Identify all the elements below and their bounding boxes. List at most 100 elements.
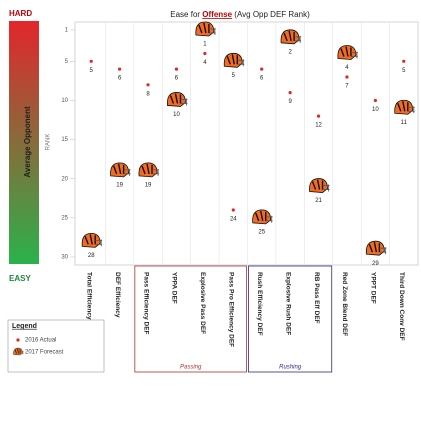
x-tick-label: Third Down Conv DEF xyxy=(398,272,405,341)
legend-swatch xyxy=(16,338,20,342)
helmet-mask xyxy=(322,184,330,192)
data-label: 2 xyxy=(288,49,292,55)
x-tick-label: Explosive Rush DEF xyxy=(284,272,291,335)
helmet-stripes xyxy=(14,348,21,354)
helmet-stripes xyxy=(283,30,295,42)
helmet-marker xyxy=(337,45,358,60)
y-tick-label: 20 xyxy=(61,176,68,182)
x-tick-label: Red Zone Blend DEF xyxy=(341,272,348,336)
x-tick-label: Rush Efficiency DEF xyxy=(256,272,263,336)
helmet-stripes xyxy=(397,101,409,112)
helmet-mask xyxy=(95,239,103,247)
helmet-marker xyxy=(252,209,273,225)
helmet-stripes xyxy=(198,22,210,34)
helmet-stripes xyxy=(340,46,352,57)
x-tick-label: DEF Efficiency xyxy=(114,272,121,318)
data-label: 4 xyxy=(345,65,349,71)
data-label: 10 xyxy=(372,107,379,113)
dot-marker xyxy=(203,51,207,56)
dot-marker xyxy=(231,208,235,212)
title-prefix: Ease for xyxy=(170,10,202,19)
helmet-marker xyxy=(365,240,387,256)
y-tick-label: 30 xyxy=(61,255,68,261)
helmet-mask xyxy=(294,35,302,43)
title-emphasis: Offense xyxy=(202,10,232,19)
data-label: 7 xyxy=(345,84,349,90)
helmet-stripes xyxy=(226,54,238,65)
x-tick-label: Pass Efficiency DEF xyxy=(142,272,149,335)
legend xyxy=(7,319,105,373)
x-tick-label: Total Efficiency xyxy=(85,272,92,320)
helmet-mask xyxy=(123,168,131,176)
helmet-mask xyxy=(208,28,216,35)
dot-marker xyxy=(373,98,377,103)
chart-title: Ease for Offense (Avg Opp DEF Rank) xyxy=(170,10,310,19)
dot-marker xyxy=(89,59,93,63)
x-tick-label: Explosive Pass DEF xyxy=(199,272,206,334)
x-tick-label: YPPT DEF xyxy=(370,272,377,304)
helmet-marker xyxy=(13,347,24,356)
data-label: 1 xyxy=(203,42,207,48)
x-tick-label: YPPA DEF xyxy=(171,272,178,304)
helmet-marker xyxy=(138,162,160,178)
helmet-marker xyxy=(195,21,216,37)
helmet-mask xyxy=(152,168,160,176)
data-label: 6 xyxy=(118,76,122,82)
data-label: 28 xyxy=(88,253,95,259)
dot-marker xyxy=(316,114,321,118)
easy-label: EASY xyxy=(9,274,31,283)
helmet-marker xyxy=(81,232,103,248)
group-box xyxy=(134,265,247,373)
y-tick-label: 15 xyxy=(61,137,68,143)
y-tick-label: 25 xyxy=(61,215,68,221)
legend-label: 2017 Forecast xyxy=(25,350,64,356)
data-label: 5 xyxy=(402,68,406,74)
dot-marker xyxy=(345,75,349,79)
y-tick-label: 1 xyxy=(65,28,69,34)
helmet-stripes xyxy=(368,242,381,253)
helmet-marker xyxy=(223,52,245,68)
helmet-marker xyxy=(280,29,302,45)
helmet-mask xyxy=(180,98,188,106)
dot-marker xyxy=(288,91,292,95)
helmet-stripes xyxy=(169,93,182,104)
hard-label: HARD xyxy=(9,9,32,18)
data-label: 9 xyxy=(288,99,292,105)
helmet-mask xyxy=(407,106,415,114)
data-label: 29 xyxy=(372,261,379,267)
dot-marker xyxy=(402,59,406,63)
helmet-stripes xyxy=(84,234,96,245)
data-label: 24 xyxy=(230,217,237,223)
data-label: 5 xyxy=(232,73,236,79)
helmet-mask xyxy=(20,351,24,355)
helmet-mask xyxy=(350,51,358,59)
data-label: 10 xyxy=(173,112,180,118)
y-tick-label: 10 xyxy=(61,98,68,104)
data-label: 5 xyxy=(90,68,94,74)
helmet-mask xyxy=(237,59,245,67)
group-box xyxy=(248,265,333,373)
helmet-stripes xyxy=(255,210,267,222)
plot-area xyxy=(74,21,419,266)
y-axis-sublabel: RANK xyxy=(46,134,52,151)
helmet-marker xyxy=(309,178,330,193)
x-tick-label: Pass Pro Efficiency DEF xyxy=(228,272,235,347)
difficulty-gradient xyxy=(9,21,39,264)
data-label: 11 xyxy=(401,120,408,126)
legend-title: Legend xyxy=(12,323,37,330)
data-label: 19 xyxy=(145,182,152,188)
data-label: 6 xyxy=(260,76,264,82)
helmet-stripes xyxy=(112,163,125,175)
group-label: Passing xyxy=(180,365,202,371)
data-label: 6 xyxy=(175,76,179,82)
data-label: 12 xyxy=(315,123,322,129)
helmet-marker xyxy=(394,99,415,115)
dot-marker xyxy=(174,67,179,71)
helmet-mask xyxy=(265,215,273,223)
helmet-marker xyxy=(166,92,188,107)
group-label: Rushing xyxy=(279,365,302,371)
dot-marker xyxy=(146,83,150,87)
legend-swatch xyxy=(13,347,24,356)
data-label: 21 xyxy=(315,198,322,204)
